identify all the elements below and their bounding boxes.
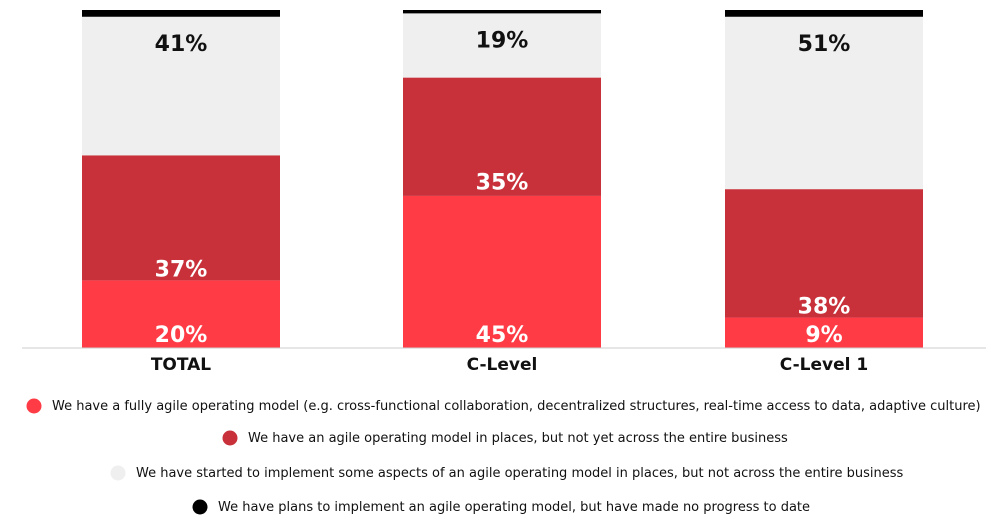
data-label-1-2: 37% xyxy=(155,257,208,282)
legend-swatch-4 xyxy=(192,499,208,515)
bar-segment-1-3 xyxy=(82,16,280,156)
data-label-2-1: 45% xyxy=(476,323,529,348)
bar-segment-3-1 xyxy=(725,317,923,348)
bar-segment-1-1 xyxy=(82,280,280,348)
data-label-3-1: 9% xyxy=(805,323,842,348)
data-label-2-2: 35% xyxy=(476,171,529,196)
bar-segment-2-2 xyxy=(403,77,601,196)
legend-swatch-2 xyxy=(222,430,238,446)
bar-segment-3-3 xyxy=(725,16,923,190)
category-labels: TOTAL C-Level C-Level 1 xyxy=(151,355,868,375)
bar-segment-1-4 xyxy=(82,10,280,17)
legend-label-4: We have plans to implement an agile oper… xyxy=(218,500,810,515)
legend: We have a fully agile operating model (e… xyxy=(26,398,981,515)
bar-segment-3-2 xyxy=(725,189,923,318)
bar-segment-2-4 xyxy=(403,10,601,14)
bar-segment-1-2 xyxy=(82,155,280,281)
data-label-1-1: 20% xyxy=(155,323,208,348)
bars-layer: 20% 37% 41% 45% 35% 19% 9% 38% 51% xyxy=(82,10,923,348)
legend-swatch-1 xyxy=(26,398,42,414)
legend-item-3: We have started to implement some aspect… xyxy=(110,465,903,481)
legend-item-2: We have an agile operating model in plac… xyxy=(222,430,788,446)
legend-label-1: We have a fully agile operating model (e… xyxy=(52,399,981,414)
bar-segment-2-3 xyxy=(403,13,601,78)
category-label-1: TOTAL xyxy=(151,355,211,375)
legend-swatch-3 xyxy=(110,465,126,481)
data-label-2-3: 19% xyxy=(476,28,529,53)
legend-label-3: We have started to implement some aspect… xyxy=(136,466,903,481)
legend-item-4: We have plans to implement an agile oper… xyxy=(192,499,810,515)
data-label-1-3: 41% xyxy=(155,32,208,57)
category-label-3: C-Level 1 xyxy=(780,355,868,375)
legend-label-2: We have an agile operating model in plac… xyxy=(248,431,788,446)
bar-segment-2-1 xyxy=(403,195,601,348)
category-label-2: C-Level xyxy=(467,355,538,375)
bar-segment-3-4 xyxy=(725,10,923,17)
data-label-3-2: 38% xyxy=(798,295,851,320)
legend-item-1: We have a fully agile operating model (e… xyxy=(26,398,981,414)
data-label-3-3: 51% xyxy=(798,32,851,57)
